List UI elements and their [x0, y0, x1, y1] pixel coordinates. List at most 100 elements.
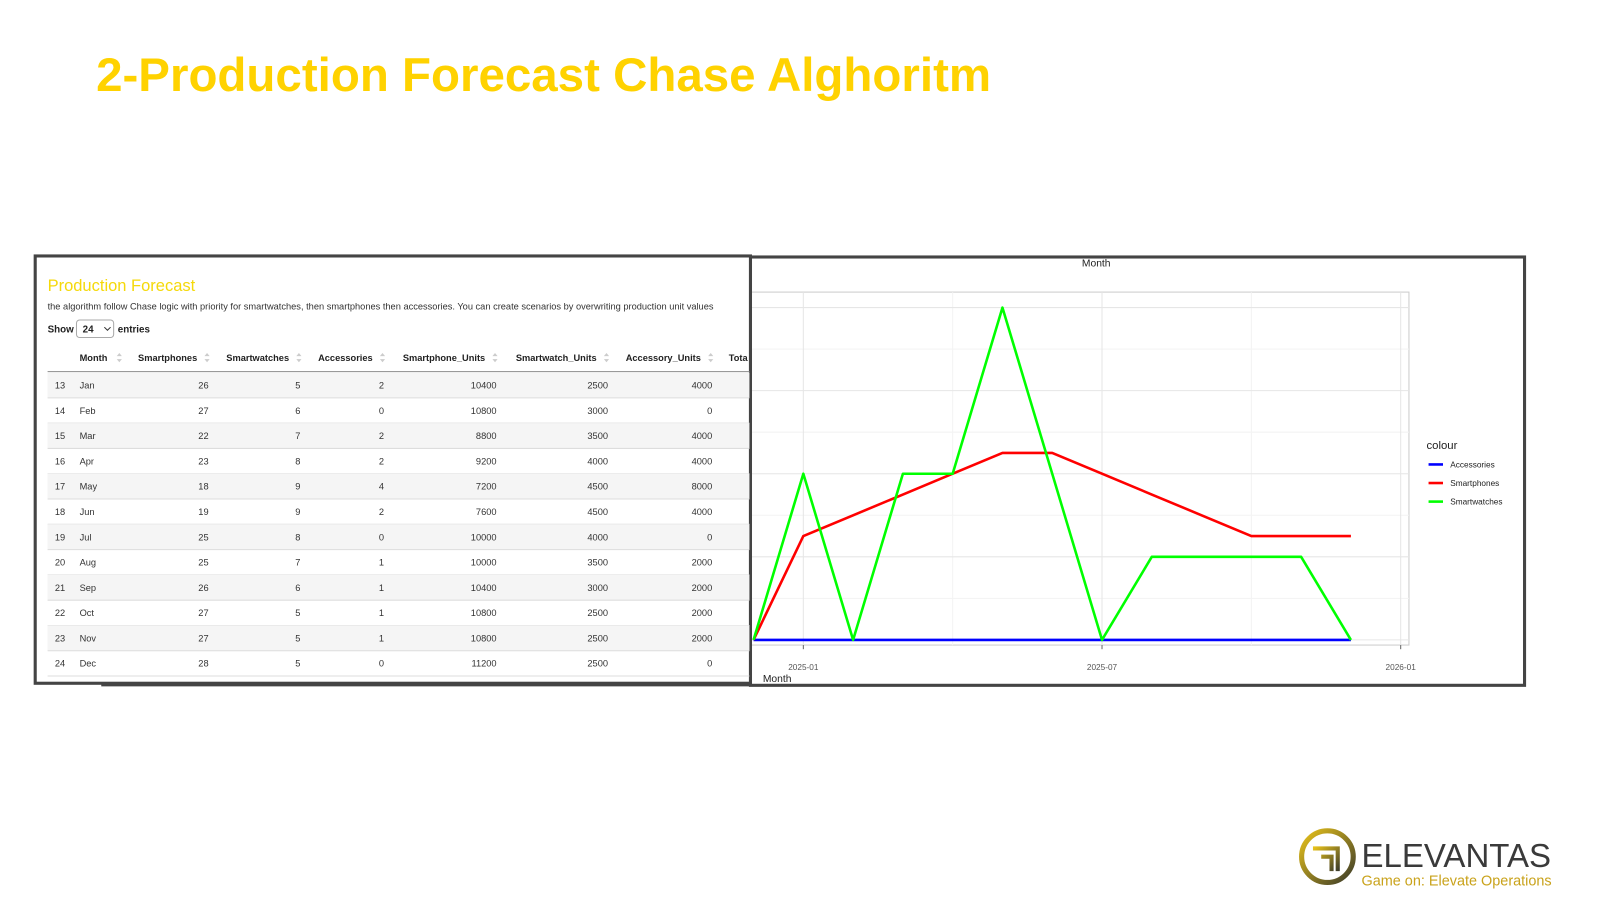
- sort-icon: [492, 352, 498, 363]
- row-stripe: [47, 473, 750, 500]
- column-header[interactable]: Smartphones: [138, 353, 197, 363]
- x-axis-title: Month: [763, 674, 792, 685]
- table-cell: 1: [379, 608, 384, 618]
- table-cell: 10400: [471, 583, 497, 593]
- sort-icon: [603, 352, 610, 363]
- series-line: [752, 451, 1351, 641]
- table-cell: 23: [55, 633, 65, 643]
- table-cell: 21: [55, 583, 65, 593]
- sort-icon: [116, 352, 122, 363]
- logo-ring: [1299, 828, 1356, 886]
- table-cell: 8: [295, 456, 300, 466]
- table-cell: 11200: [471, 659, 496, 669]
- logo-mark: [1312, 846, 1340, 872]
- x-tick-label: 2026-01: [1386, 663, 1417, 672]
- table-cell: 19: [55, 532, 65, 542]
- table-cell: Feb: [80, 406, 96, 416]
- legend-title: colour: [1426, 440, 1457, 452]
- table-cell: 26: [198, 583, 208, 593]
- table-cell: Jan: [80, 381, 95, 391]
- table-cell: 27: [198, 406, 208, 416]
- table-cell: Jul: [80, 532, 92, 542]
- table-title: Production Forecast: [48, 277, 196, 295]
- page-size-select[interactable]: [75, 319, 115, 339]
- sort-icon: [296, 352, 302, 363]
- table-cell: 3500: [587, 558, 608, 568]
- table-cell: 2: [379, 381, 384, 391]
- legend-label: Smartphones: [1450, 479, 1499, 488]
- table-cell: 8: [295, 532, 300, 542]
- table-cell: Sep: [80, 583, 96, 593]
- table-cell: 4000: [692, 381, 713, 391]
- table-cell: 2: [379, 431, 384, 441]
- x-tick-label: 2025-01: [788, 663, 819, 672]
- table-cell: 4000: [587, 532, 608, 542]
- legend-label: Smartwatches: [1450, 498, 1502, 507]
- column-header[interactable]: Smartphone_Units: [403, 353, 485, 363]
- column-header[interactable]: Accessory_Units: [626, 353, 701, 363]
- table-cell: 14: [55, 406, 65, 416]
- table-cell: 2: [379, 507, 384, 517]
- table-cell: 3000: [587, 406, 608, 416]
- table-cell: 13: [55, 381, 65, 391]
- table-cell: 2000: [692, 633, 713, 643]
- table-cell: 2500: [587, 659, 608, 669]
- table-cell: 16: [55, 456, 65, 466]
- logo-tagline: Game on: Elevate Operations: [1361, 874, 1551, 890]
- table-frame: [33, 254, 753, 685]
- table-cell: 9200: [476, 456, 497, 466]
- table-cell: 10800: [471, 633, 497, 643]
- column-header[interactable]: Tota: [729, 353, 749, 363]
- table-cell: Aug: [80, 558, 96, 568]
- table-cell: Mar: [80, 431, 96, 441]
- column-header[interactable]: Smartwatches: [226, 353, 289, 363]
- table-cell: 5: [295, 381, 300, 391]
- table-cell: 4000: [692, 431, 713, 441]
- table-cell: 7: [295, 558, 300, 568]
- row-stripe: [47, 574, 750, 601]
- table-cell: 10000: [471, 558, 497, 568]
- column-header[interactable]: Month: [80, 353, 108, 363]
- sort-icon: [204, 352, 210, 363]
- table-cell: 10400: [471, 381, 497, 391]
- table-cell: 7600: [476, 507, 497, 517]
- entries-label: entries: [118, 324, 151, 335]
- table-cell: 26: [198, 381, 208, 391]
- table-cell: 5: [295, 633, 300, 643]
- table-cell: 7: [295, 431, 300, 441]
- table-cell: 18: [55, 507, 65, 517]
- table-cell: 1: [379, 583, 384, 593]
- series-line: [752, 306, 1353, 642]
- table-cell: 4500: [587, 507, 608, 517]
- table-cell: 9: [295, 507, 300, 517]
- page-size-value[interactable]: 24: [83, 324, 94, 335]
- table-cell: 8000: [692, 482, 713, 492]
- table-cell: 22: [55, 608, 65, 618]
- table-cell: 18: [198, 482, 208, 492]
- table-cell: 2500: [587, 381, 608, 391]
- table-cell: 0: [707, 406, 712, 416]
- row-stripe: [47, 625, 750, 651]
- table-cell: 8800: [476, 431, 497, 441]
- table-cell: 17: [55, 482, 65, 492]
- table-cell: 10800: [471, 406, 497, 416]
- table-cell: 25: [198, 558, 208, 568]
- sort-icon: [379, 352, 386, 363]
- sort-icon: [708, 352, 714, 363]
- table-description: the algorithm follow Chase logic with pr…: [48, 302, 714, 312]
- logo: ELEVANTAS Game on: Elevate Operations: [1299, 828, 1552, 890]
- column-header[interactable]: Accessories: [318, 353, 373, 363]
- table-cell: 0: [707, 659, 712, 669]
- table-cell: 6: [295, 583, 300, 593]
- logo-name: ELEVANTAS: [1361, 837, 1551, 874]
- table-cell: 3500: [587, 431, 608, 441]
- table-cell: 0: [379, 659, 384, 669]
- table-cell: 7200: [476, 482, 497, 492]
- x-tick-label: 2025-07: [1087, 663, 1118, 672]
- column-header[interactable]: Smartwatch_Units: [516, 353, 597, 363]
- table-cell: 10000: [471, 532, 497, 542]
- plot-area: [660, 291, 1410, 646]
- table-panel: Production Forecast the algorithm follow…: [33, 254, 753, 687]
